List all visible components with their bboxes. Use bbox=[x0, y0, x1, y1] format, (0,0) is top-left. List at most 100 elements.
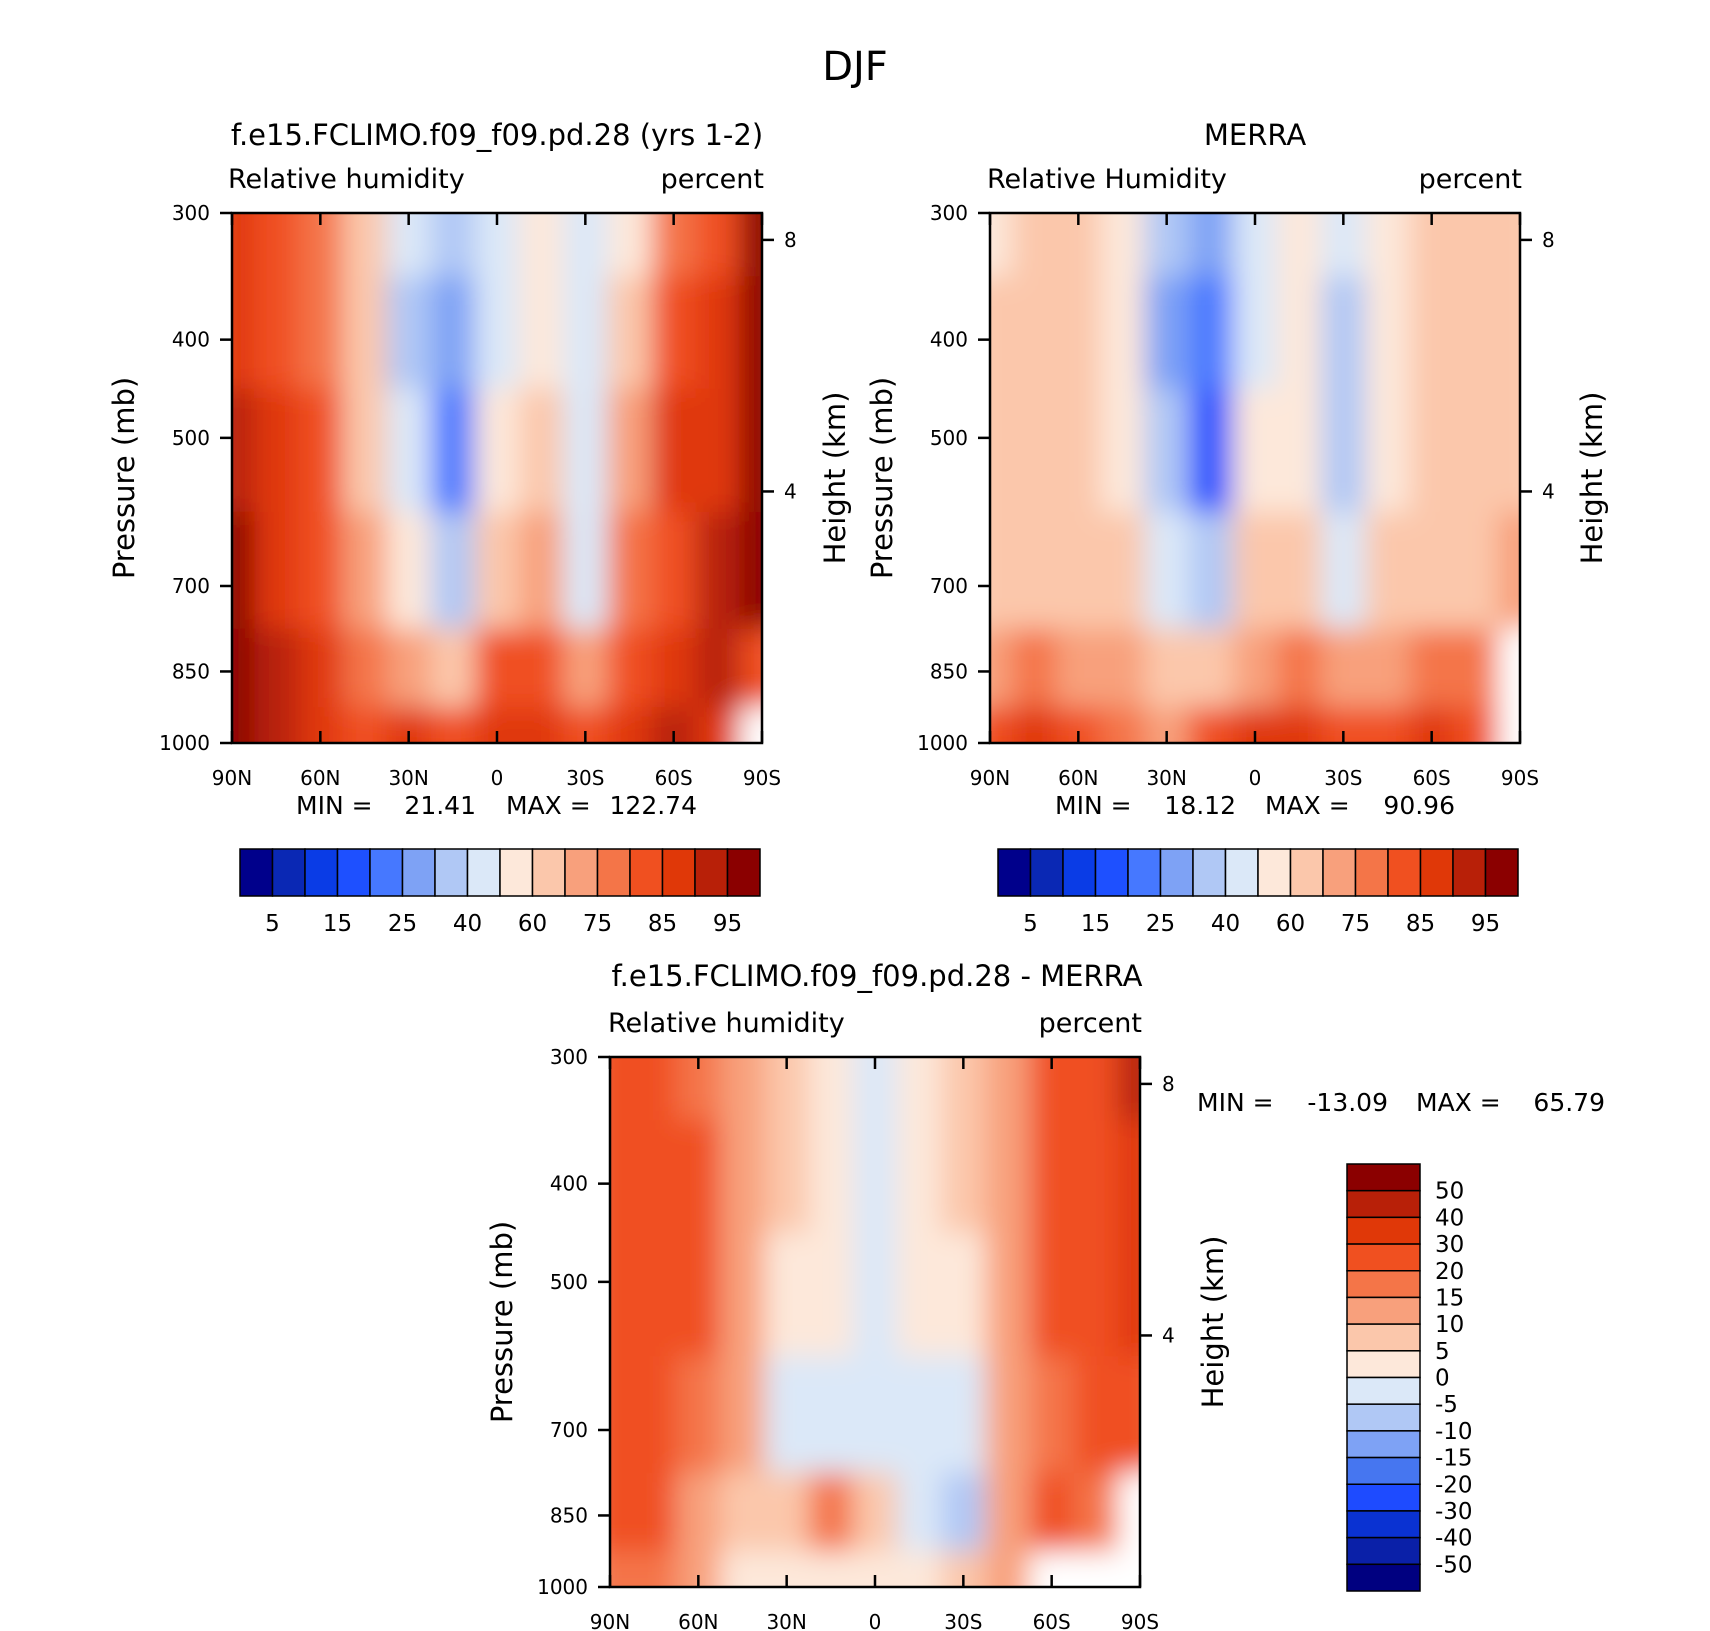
heatmap-cell bbox=[651, 511, 697, 630]
panel-model-min-value: 21.41 bbox=[404, 791, 476, 820]
panel-model-ylabel: Pressure (mb) bbox=[107, 377, 141, 579]
panel-diff-title: f.e15.FCLIMO.f09_f09.pd.28 - MERRA bbox=[612, 959, 1143, 993]
colorbar-swatch bbox=[1346, 1510, 1421, 1539]
colorbar-swatch bbox=[1484, 848, 1519, 897]
heatmap-cell bbox=[254, 213, 299, 277]
heatmap-cell bbox=[298, 628, 343, 708]
colorbar-swatch bbox=[1346, 1323, 1421, 1352]
heatmap-cell bbox=[632, 1472, 677, 1552]
heatmap-cell bbox=[852, 1232, 898, 1357]
colorbar-label: 40 bbox=[1211, 911, 1240, 937]
heatmap-cell bbox=[1012, 276, 1057, 390]
heatmap-cell bbox=[607, 388, 653, 513]
heatmap-cell bbox=[1029, 1120, 1075, 1234]
heatmap-cell bbox=[342, 511, 388, 630]
x-tick-label: 90N bbox=[590, 1610, 630, 1631]
heatmap-cell bbox=[990, 511, 1013, 630]
colorbar-swatch bbox=[271, 848, 306, 897]
colorbar-swatch bbox=[1346, 1403, 1421, 1432]
colorbar-swatch bbox=[1346, 1483, 1421, 1512]
x-tick-label: 60S bbox=[1413, 766, 1451, 790]
heatmap-cell bbox=[808, 1551, 854, 1587]
y2-tick-label: 4 bbox=[1162, 1323, 1175, 1347]
panel-merra-max-value: 90.96 bbox=[1383, 791, 1455, 820]
colorbar-label: -30 bbox=[1435, 1499, 1473, 1525]
y-tick-label: 500 bbox=[550, 1270, 588, 1294]
colorbar-swatch bbox=[434, 848, 469, 897]
colorbar-label: -5 bbox=[1435, 1392, 1458, 1418]
panel-model-heatmap bbox=[232, 213, 762, 743]
heatmap-cell bbox=[764, 1232, 810, 1357]
heatmap-cell bbox=[232, 628, 255, 708]
colorbar-label: 75 bbox=[583, 911, 612, 937]
heatmap-cell bbox=[941, 1472, 986, 1552]
y-tick-label: 300 bbox=[172, 201, 210, 225]
heatmap-cell bbox=[695, 276, 741, 390]
heatmap-cell bbox=[430, 388, 476, 513]
heatmap-cell bbox=[474, 388, 520, 513]
heatmap-cell bbox=[808, 1355, 854, 1474]
heatmap-cell bbox=[1321, 276, 1366, 390]
heatmap-cell bbox=[386, 628, 432, 708]
heatmap-cell bbox=[430, 707, 476, 743]
heatmap-cell bbox=[1144, 276, 1190, 390]
colorbar-label: 40 bbox=[1435, 1205, 1464, 1231]
colorbar-swatch bbox=[1346, 1563, 1421, 1592]
heatmap-cell bbox=[720, 1120, 766, 1234]
heatmap-cell bbox=[651, 276, 697, 390]
heatmap-cell bbox=[720, 1057, 766, 1121]
panel-merra-left-label: Relative Humidity bbox=[987, 164, 1227, 195]
y-tick-label: 700 bbox=[550, 1418, 588, 1442]
panel-merra-colorbar: 5 15 25 40 60 75 85 95 bbox=[997, 848, 1519, 937]
heatmap-cell bbox=[430, 511, 476, 630]
heatmap-cell bbox=[1277, 511, 1322, 630]
heatmap-cell bbox=[1100, 388, 1146, 513]
heatmap-cell bbox=[632, 1057, 677, 1121]
x-tick-label: 60N bbox=[1058, 766, 1098, 790]
panel-model: f.e15.FCLIMO.f09_f09.pd.28 (yrs 1-2) Rel… bbox=[107, 118, 852, 937]
heatmap-cell bbox=[610, 1472, 633, 1552]
heatmap-cell bbox=[1497, 628, 1520, 708]
heatmap-cell bbox=[1117, 1057, 1140, 1121]
heatmap-cell bbox=[651, 628, 697, 708]
panel-merra-title: MERRA bbox=[1204, 118, 1306, 152]
heatmap-cell bbox=[1497, 213, 1520, 277]
heatmap-cell bbox=[1100, 276, 1146, 390]
colorbar-label: -50 bbox=[1435, 1552, 1473, 1578]
x-tick-label: 60N bbox=[300, 766, 340, 790]
y-tick-label: 700 bbox=[172, 574, 210, 598]
heatmap-cell bbox=[941, 1355, 986, 1474]
heatmap-cell bbox=[852, 1355, 898, 1474]
colorbar-label: 60 bbox=[518, 911, 547, 937]
panel-diff-max-label: MAX = bbox=[1416, 1088, 1501, 1117]
heatmap-cell bbox=[563, 628, 608, 708]
heatmap-cell bbox=[676, 1232, 721, 1357]
heatmap-cell bbox=[990, 276, 1013, 390]
colorbar-swatch bbox=[401, 848, 436, 897]
heatmap-cell bbox=[1365, 707, 1411, 743]
heatmap-cell bbox=[1100, 511, 1146, 630]
heatmap-cell bbox=[990, 213, 1013, 277]
heatmap-cell bbox=[607, 707, 653, 743]
heatmap-cell bbox=[764, 1472, 810, 1552]
colorbar-swatch bbox=[1419, 848, 1454, 897]
x-tick-label: 30S bbox=[566, 766, 604, 790]
heatmap-cell bbox=[985, 1551, 1031, 1587]
panel-merra-ylabel: Pressure (mb) bbox=[865, 377, 899, 579]
colorbar-label: -10 bbox=[1435, 1419, 1473, 1445]
heatmap-cell bbox=[1029, 1232, 1075, 1357]
colorbar-label: 0 bbox=[1435, 1366, 1450, 1392]
y-tick-label: 400 bbox=[172, 328, 210, 352]
colorbar-swatch bbox=[1094, 848, 1129, 897]
heatmap-cell bbox=[897, 1551, 942, 1587]
panel-model-min-label: MIN = bbox=[296, 791, 373, 820]
panel-model-y2label: Height (km) bbox=[818, 392, 852, 565]
colorbar-label: 40 bbox=[453, 911, 482, 937]
heatmap-cell bbox=[342, 707, 388, 743]
colorbar-swatch bbox=[1224, 848, 1259, 897]
colorbar-label: 5 bbox=[1023, 911, 1038, 937]
heatmap-cell bbox=[632, 1120, 677, 1234]
heatmap-cell bbox=[1056, 628, 1101, 708]
y-tick-label: 850 bbox=[172, 659, 210, 683]
heatmap-cell bbox=[610, 1551, 633, 1587]
